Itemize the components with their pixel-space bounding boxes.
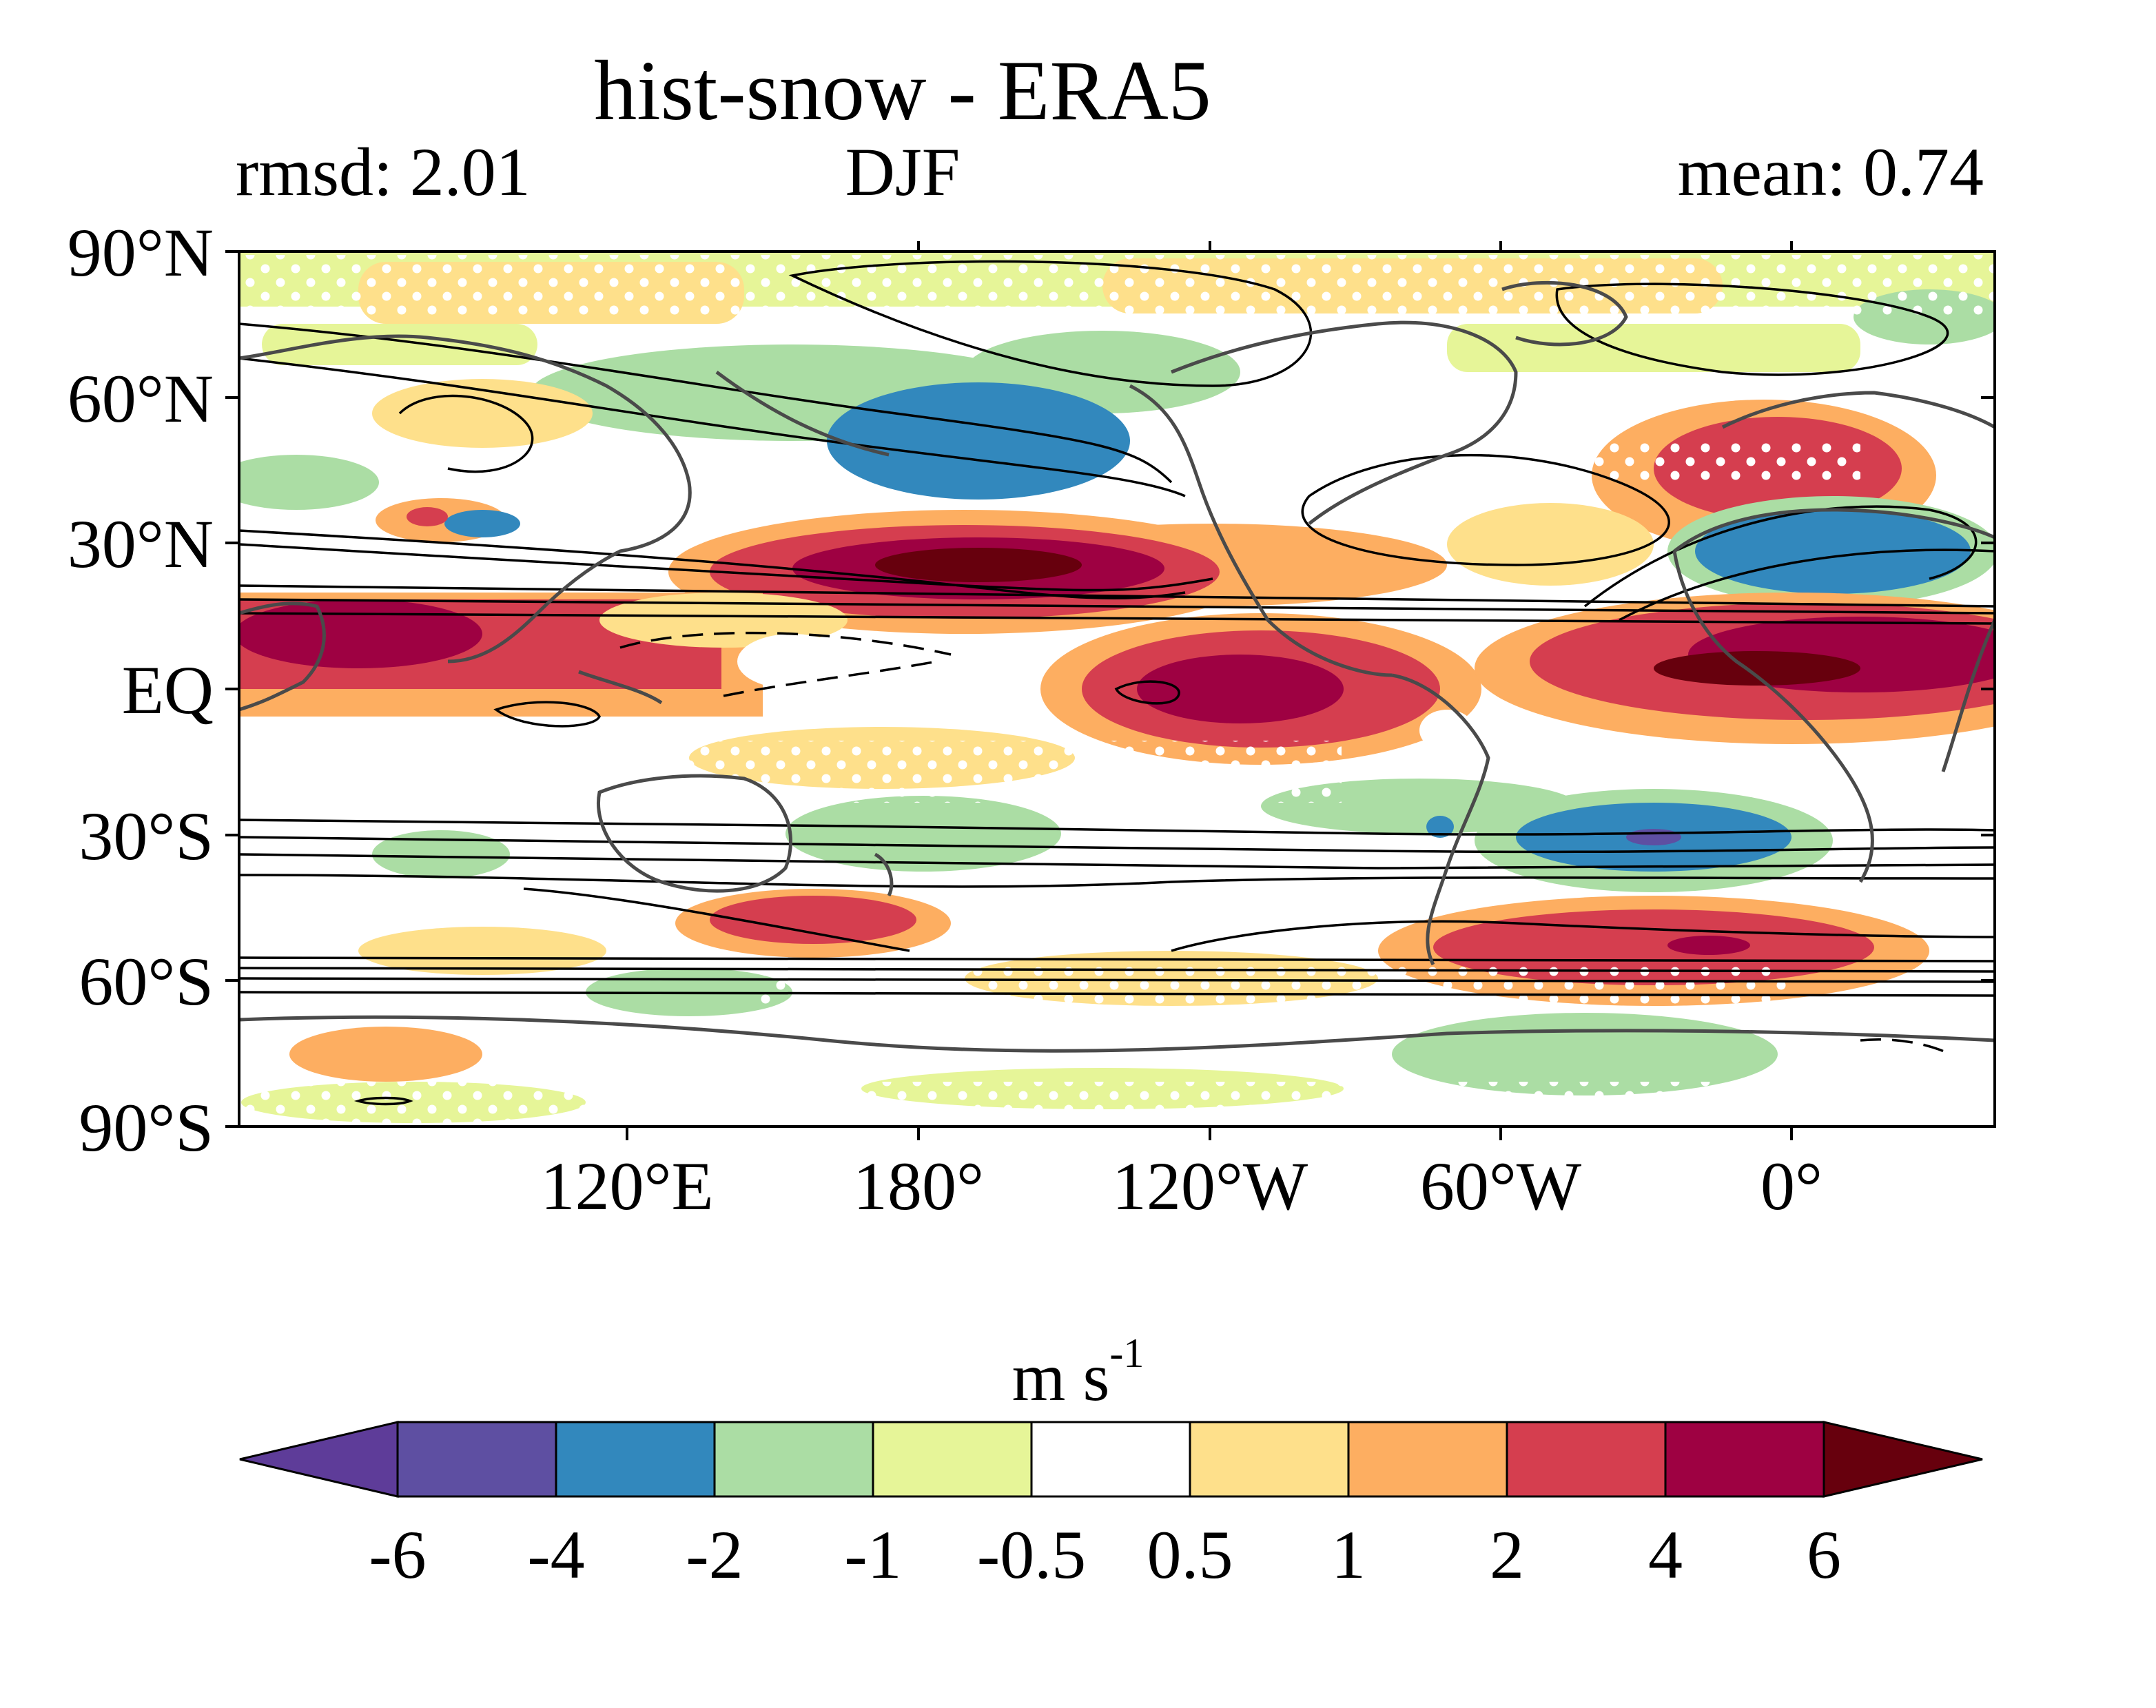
latitude-labels: 90°N 60°N 30°N EQ 30°S 60°S 90°S — [68, 214, 214, 1166]
map-panel — [239, 251, 1995, 1126]
colorbar-label: 1 — [1331, 1516, 1366, 1593]
colorbar-bin-1 — [396, 1421, 557, 1498]
colorbar-bin-9 — [1664, 1421, 1825, 1498]
units-exponent: -1 — [1109, 1330, 1144, 1376]
colorbar-label: -4 — [527, 1516, 584, 1593]
colorbar-extend-low — [239, 1421, 399, 1498]
lat-label-30s: 30°S — [79, 798, 214, 874]
coastlines — [239, 280, 1995, 1053]
colorbar-label: 0.5 — [1147, 1516, 1233, 1593]
colorbar-units: m s-1 — [0, 1330, 2156, 1417]
lat-label-60n: 60°N — [68, 360, 214, 437]
colorbar-label: 4 — [1648, 1516, 1683, 1593]
colorbar-bin-5 — [1030, 1421, 1191, 1498]
lat-label-90s: 90°S — [79, 1089, 214, 1166]
colorbar-label: 2 — [1490, 1516, 1524, 1593]
lat-label-30n: 30°N — [68, 506, 214, 582]
colorbar-label: -2 — [686, 1516, 743, 1593]
colorbar-label: -1 — [844, 1516, 901, 1593]
season-label: DJF — [845, 134, 961, 210]
lon-label-0: 0° — [1760, 1148, 1823, 1224]
map-title: hist-snow - ERA5 — [594, 43, 1211, 138]
colorbar-bin-4 — [872, 1421, 1033, 1498]
lat-label-eq: EQ — [122, 652, 214, 728]
units-base: m s — [1012, 1339, 1110, 1415]
colorbar-bin-2 — [555, 1421, 716, 1498]
colorbar-bin-6 — [1189, 1421, 1350, 1498]
colorbar-bin-8 — [1506, 1421, 1667, 1498]
lon-label-60w: 60°W — [1420, 1148, 1582, 1224]
climatology-contours — [239, 260, 1995, 1106]
lat-label-60s: 60°S — [79, 943, 214, 1020]
colorbar-tick-labels: -6 -4 -2 -1 -0.5 0.5 1 2 4 6 — [369, 1516, 1841, 1593]
lon-label-120w: 120°W — [1112, 1148, 1308, 1224]
lat-label-90n: 90°N — [68, 214, 214, 291]
colorbar-label: -0.5 — [977, 1516, 1086, 1593]
longitude-labels: 120°E 180° 120°W 60°W 0° — [540, 1148, 1823, 1224]
colorbar-label: 6 — [1807, 1516, 1841, 1593]
significance-stippling — [239, 255, 1995, 1123]
lon-label-180: 180° — [853, 1148, 984, 1224]
colorbar-extend-high — [1823, 1421, 1983, 1498]
mean-label: mean: 0.74 — [1677, 134, 1984, 210]
axis-ticks — [225, 241, 1995, 1140]
colorbar-bin-7 — [1347, 1421, 1508, 1498]
colorbar — [239, 1421, 1983, 1498]
colorbar-label: -6 — [369, 1516, 426, 1593]
colorbar-bin-3 — [713, 1421, 874, 1498]
lon-label-120e: 120°E — [540, 1148, 713, 1224]
rmsd-label: rmsd: 2.01 — [236, 134, 531, 210]
